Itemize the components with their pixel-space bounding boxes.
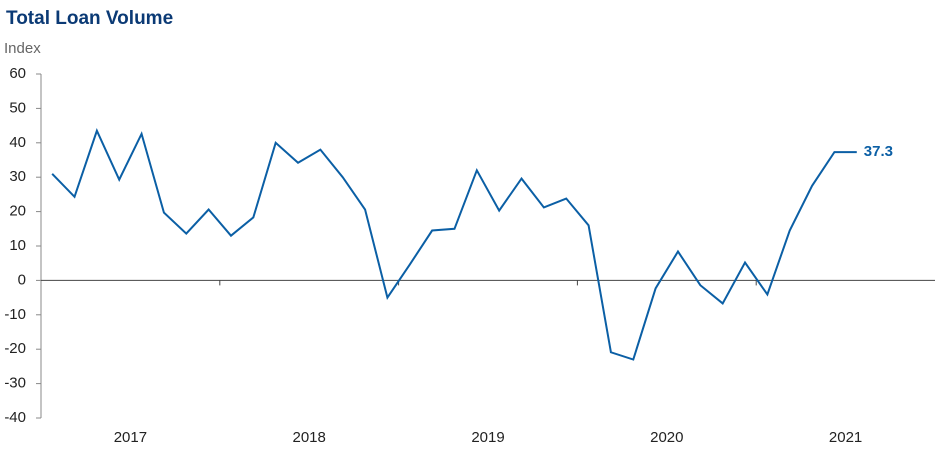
y-tick-label: -30 (4, 375, 26, 392)
y-tick-label: 0 (18, 271, 26, 288)
value-label: 37.3 (864, 143, 893, 160)
y-tick-label: -40 (4, 409, 26, 426)
data-line (51, 128, 857, 361)
x-tick-label: 2017 (114, 429, 147, 446)
x-tick-label: 2020 (650, 429, 683, 446)
x-tick-label: 2018 (293, 429, 326, 446)
chart-title: Total Loan Volume (6, 8, 173, 29)
y-tick-label: -10 (4, 306, 26, 323)
y-tick-label: -20 (4, 340, 26, 357)
y-tick-label: 20 (9, 203, 26, 220)
y-tick-label: 60 (9, 65, 26, 82)
y-tick-label: 30 (9, 168, 26, 185)
y-tick-label: 50 (9, 99, 26, 116)
y-axis-label: Index (4, 40, 41, 57)
y-tick-label: 10 (9, 237, 26, 254)
x-tick-label: 2019 (471, 429, 504, 446)
y-tick-label: 40 (9, 134, 26, 151)
x-tick-label: 2021 (829, 429, 862, 446)
